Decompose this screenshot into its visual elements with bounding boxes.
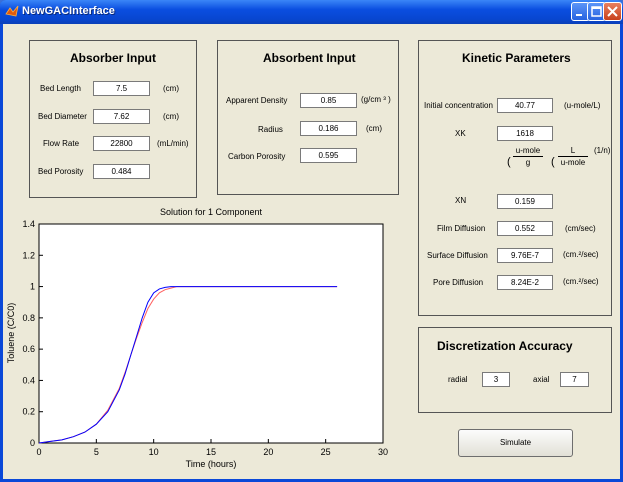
flow-rate-label: Flow Rate: [43, 139, 80, 148]
carbon-porosity-input[interactable]: 0.595: [300, 148, 357, 163]
x-tick-label: 5: [94, 447, 99, 457]
xn-label: XN: [455, 196, 467, 205]
film-diffusion-input[interactable]: 0.552: [497, 221, 553, 236]
y-tick-label: 0.8: [22, 313, 35, 323]
x-tick-label: 30: [378, 447, 388, 457]
flow-rate-input[interactable]: 22800: [93, 136, 150, 151]
y-tick-label: 0: [30, 438, 35, 448]
client-area: Absorber Input Bed Length 7.5 (cm) Bed D…: [3, 24, 620, 479]
xk-unit-exponent: (1/n): [594, 146, 611, 155]
y-tick-label: 0.4: [22, 375, 35, 385]
xk-unit-numerator-2: L: [570, 146, 576, 155]
bed-porosity-label: Bed Porosity: [38, 167, 84, 176]
surface-diffusion-label: Surface Diffusion: [427, 251, 488, 260]
pore-diffusion-unit: (cm.²/sec): [563, 277, 599, 286]
close-icon: [607, 6, 618, 17]
radial-label: radial: [448, 375, 468, 384]
xn-input[interactable]: 0.159: [497, 194, 553, 209]
kinetic-parameters-panel: Kinetic Parameters Initial concentration…: [418, 40, 612, 316]
film-diffusion-label: Film Diffusion: [437, 224, 486, 233]
discretization-panel: Discretization Accuracy radial 3 axial 7: [418, 327, 612, 413]
xk-unit-denominator-1: g: [525, 158, 531, 167]
absorber-title: Absorber Input: [70, 51, 156, 65]
y-tick-label: 0.6: [22, 344, 35, 354]
bed-diameter-unit: (cm): [163, 112, 179, 121]
xk-unit-denominator-2: u-mole: [560, 158, 586, 167]
radius-label: Radius: [258, 125, 283, 134]
pore-diffusion-label: Pore Diffusion: [433, 278, 484, 287]
initial-concentration-label: Initial concentration: [424, 101, 493, 110]
pore-diffusion-input[interactable]: 8.24E-2: [497, 275, 553, 290]
series-line-1: [38, 286, 338, 444]
apparent-density-unit: (g/cm ³ ): [361, 95, 391, 104]
y-tick-label: 1: [30, 282, 35, 292]
absorbent-title: Absorbent Input: [263, 51, 356, 65]
x-axis-label: Time (hours): [186, 459, 237, 469]
initial-concentration-unit: (u-mole/L): [564, 101, 601, 110]
bed-length-label: Bed Length: [40, 84, 81, 93]
surface-diffusion-input[interactable]: 9.76E-7: [497, 248, 553, 263]
discretization-title: Discretization Accuracy: [437, 339, 573, 353]
surface-diffusion-unit: (cm.²/sec): [563, 250, 599, 259]
bed-length-input[interactable]: 7.5: [93, 81, 150, 96]
y-tick-label: 1.2: [22, 250, 35, 260]
solution-chart: Solution for 1 Component 0 5 10 15 20 25 30 0 0.…: [6, 207, 388, 469]
xk-unit-paren-1: (: [507, 156, 511, 168]
axial-input[interactable]: 7: [560, 372, 589, 387]
x-tick-label: 0: [36, 447, 41, 457]
bed-diameter-label: Bed Diameter: [38, 112, 87, 121]
xk-unit-fraction-1: u-mole g: [513, 146, 543, 167]
x-tick-label: 10: [149, 447, 159, 457]
y-tick-label: 0.2: [22, 407, 35, 417]
flow-rate-unit: (mL/min): [157, 139, 189, 148]
matlab-icon: [5, 5, 19, 17]
chart-series: [38, 286, 338, 444]
plot-area: [39, 224, 383, 443]
radius-input[interactable]: 0.186: [300, 121, 357, 136]
apparent-density-input[interactable]: 0.85: [300, 93, 357, 108]
chart-axes: 0 5 10 15 20 25 30 0 0.2 0.4 0.6 0.8 1 1.2 1.4: [22, 219, 388, 457]
xk-label: XK: [455, 129, 466, 138]
absorber-input-panel: Absorber Input Bed Length 7.5 (cm) Bed D…: [29, 40, 197, 198]
xk-unit-numerator-1: u-mole: [515, 146, 541, 155]
close-button[interactable]: [603, 2, 622, 21]
maximize-icon: [591, 6, 602, 17]
radius-unit: (cm): [366, 124, 382, 133]
title-bar[interactable]: NewGACInterface: [0, 0, 623, 24]
x-tick-label: 20: [263, 447, 273, 457]
kinetic-title: Kinetic Parameters: [462, 51, 571, 65]
axial-label: axial: [533, 375, 550, 384]
bed-length-unit: (cm): [163, 84, 179, 93]
bed-diameter-input[interactable]: 7.62: [93, 109, 150, 124]
bed-porosity-input[interactable]: 0.484: [93, 164, 150, 179]
apparent-density-label: Apparent Density: [226, 96, 288, 105]
y-axis-label: Toluene (C/C0): [6, 303, 16, 364]
film-diffusion-unit: (cm/sec): [565, 224, 596, 233]
xk-unit-fraction-2: L u-mole: [558, 146, 588, 167]
minimize-icon: [576, 14, 582, 16]
window-title: NewGACInterface: [22, 5, 115, 17]
absorbent-input-panel: Absorbent Input Apparent Density 0.85 (g…: [217, 40, 399, 195]
x-tick-label: 25: [321, 447, 331, 457]
xk-unit-paren-2: (: [551, 156, 555, 168]
simulate-button[interactable]: Simulate: [458, 429, 573, 457]
xk-input[interactable]: 1618: [497, 126, 553, 141]
radial-input[interactable]: 3: [482, 372, 510, 387]
chart-title: Solution for 1 Component: [160, 207, 263, 217]
carbon-porosity-label: Carbon Porosity: [228, 152, 286, 161]
initial-concentration-input[interactable]: 40.77: [497, 98, 553, 113]
y-tick-label: 1.4: [22, 219, 35, 229]
x-tick-label: 15: [206, 447, 216, 457]
